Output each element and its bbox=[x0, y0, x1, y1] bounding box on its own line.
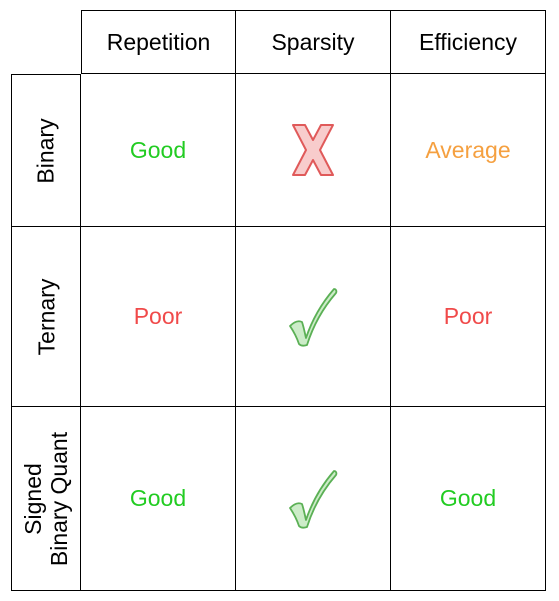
sbq-repetition-value: Good bbox=[81, 407, 236, 591]
binary-sparsity-cell bbox=[236, 74, 391, 227]
row-label-signed-binary-quant: Signed Binary Quant bbox=[11, 407, 81, 591]
column-header-sparsity: Sparsity bbox=[236, 10, 391, 74]
row-label-line-1: Signed bbox=[20, 462, 46, 535]
binary-repetition-value: Good bbox=[81, 74, 236, 227]
empty-corner-cell bbox=[11, 10, 81, 74]
row-label-line: Ternary bbox=[33, 278, 60, 355]
cross-icon bbox=[292, 124, 334, 176]
row-label-binary: Binary bbox=[11, 74, 81, 227]
row-label-ternary: Ternary bbox=[11, 227, 81, 407]
ternary-sparsity-cell bbox=[236, 227, 391, 407]
binary-efficiency-value: Average bbox=[391, 74, 546, 227]
sbq-sparsity-cell bbox=[236, 407, 391, 591]
column-header-repetition: Repetition bbox=[81, 10, 236, 74]
check-icon bbox=[289, 287, 338, 347]
ternary-repetition-value: Poor bbox=[81, 227, 236, 407]
row-label-line-2: Binary Quant bbox=[46, 431, 72, 566]
check-icon bbox=[289, 469, 338, 529]
ternary-efficiency-value: Poor bbox=[391, 227, 546, 407]
row-label-line: Binary bbox=[32, 117, 59, 184]
comparison-table: Repetition Sparsity Efficiency Binary Go… bbox=[11, 10, 546, 591]
column-header-efficiency: Efficiency bbox=[391, 10, 546, 74]
sbq-efficiency-value: Good bbox=[391, 407, 546, 591]
